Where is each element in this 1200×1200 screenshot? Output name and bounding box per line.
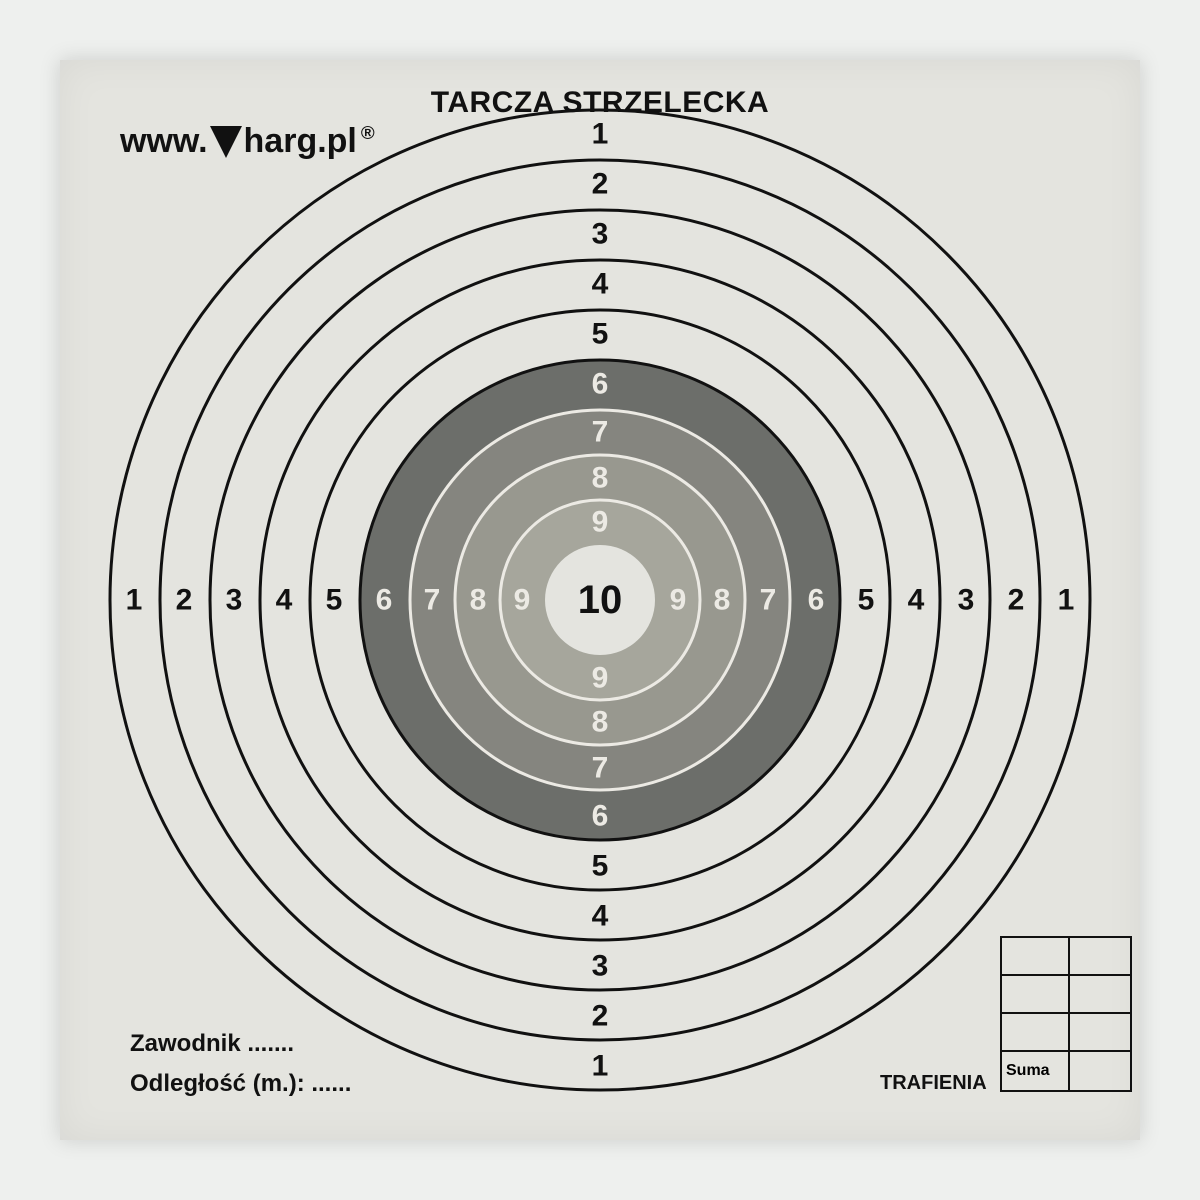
- score-grid: Suma: [1000, 936, 1132, 1092]
- ring-label: 8: [592, 706, 609, 739]
- score-cell: [1001, 937, 1069, 975]
- competitor-field: Zawodnik .......: [130, 1030, 294, 1058]
- ring-label: 9: [514, 584, 531, 617]
- hits-label: TRAFIENIA: [880, 1072, 987, 1095]
- target-diagram: 11112222333344445555666677778888999910: [60, 60, 1140, 1140]
- ring-label: 4: [276, 584, 293, 617]
- ring-label: 3: [592, 950, 609, 983]
- ring-label: 1: [592, 1050, 609, 1083]
- ring-label: 8: [714, 584, 731, 617]
- ring-label: 2: [592, 168, 609, 201]
- ring-label: 6: [376, 584, 393, 617]
- score-sum-label: Suma: [1001, 1051, 1069, 1091]
- ring-label: 8: [470, 584, 487, 617]
- ring-label: 1: [126, 584, 143, 617]
- ring-label: 9: [592, 662, 609, 695]
- ring-label: 2: [176, 584, 193, 617]
- ring-label: 2: [592, 1000, 609, 1033]
- ring-label: 1: [1058, 584, 1075, 617]
- ring-label: 4: [592, 900, 609, 933]
- ring-label: 6: [808, 584, 825, 617]
- score-table: Suma: [1000, 936, 1132, 1092]
- ring-label: 6: [592, 368, 609, 401]
- ring-label: 3: [592, 218, 609, 251]
- ring-label: 3: [958, 584, 975, 617]
- score-cell: [1069, 937, 1131, 975]
- score-cell: [1001, 1013, 1069, 1051]
- ring-label: 10: [578, 578, 623, 622]
- target-card: TARCZA STRZELECKA www.harg.pl® 111122223…: [60, 60, 1140, 1140]
- ring-label: 5: [592, 318, 609, 351]
- ring-label: 5: [592, 850, 609, 883]
- score-cell: [1069, 1051, 1131, 1091]
- ring-label: 7: [424, 584, 441, 617]
- ring-label: 4: [592, 268, 609, 301]
- ring-label: 9: [592, 506, 609, 539]
- score-cell: [1001, 975, 1069, 1013]
- ring-label: 8: [592, 462, 609, 495]
- ring-label: 5: [858, 584, 875, 617]
- ring-label: 2: [1008, 584, 1025, 617]
- ring-label: 3: [226, 584, 243, 617]
- ring-label: 7: [592, 416, 609, 449]
- ring-label: 4: [908, 584, 925, 617]
- ring-label: 7: [592, 752, 609, 785]
- ring-label: 1: [592, 118, 609, 151]
- distance-field: Odległość (m.): ......: [130, 1070, 351, 1098]
- score-cell: [1069, 1013, 1131, 1051]
- ring-label: 7: [760, 584, 777, 617]
- ring-label: 6: [592, 800, 609, 833]
- ring-label: 9: [670, 584, 687, 617]
- score-cell: [1069, 975, 1131, 1013]
- ring-label: 5: [326, 584, 343, 617]
